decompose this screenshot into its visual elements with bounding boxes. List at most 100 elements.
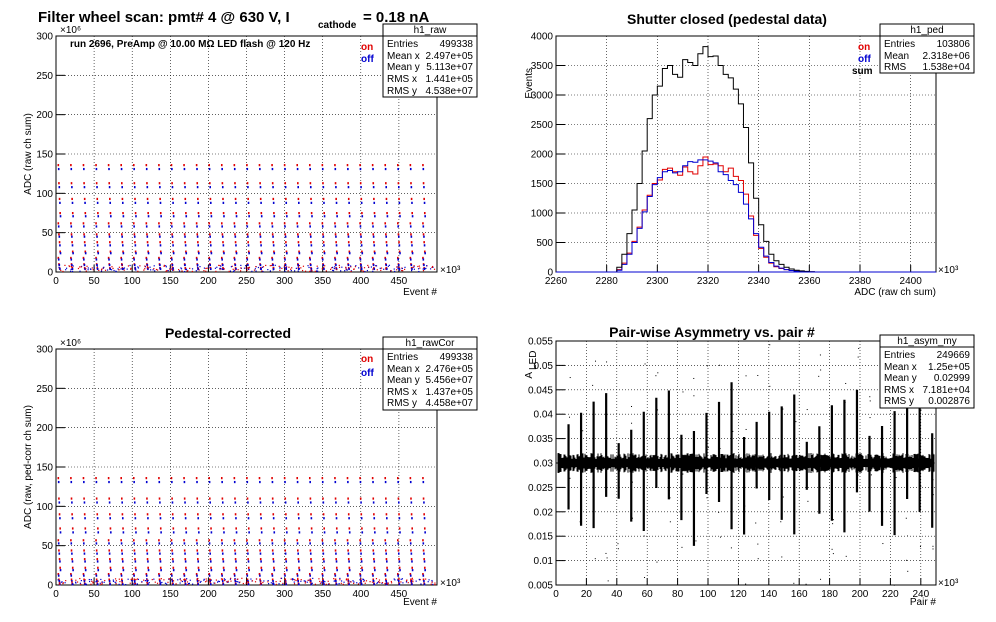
raw-on-point [184, 197, 187, 201]
cor-noise-point [324, 580, 326, 583]
cor-off-point [423, 501, 425, 504]
raw-noise-point [203, 270, 205, 272]
raw-on-point [221, 233, 224, 236]
raw-off-point [72, 215, 74, 218]
raw-off-point [71, 186, 73, 189]
cor-on-point [423, 527, 426, 530]
raw-on-point [82, 164, 85, 167]
cor-off-point [223, 531, 225, 534]
raw-on-point [386, 212, 388, 215]
raw-on-point [209, 182, 211, 185]
raw-off-point [272, 235, 274, 238]
raw-off-point [134, 244, 137, 247]
asym-outlier [907, 535, 909, 537]
cor-on-point [246, 497, 249, 500]
asym-xtick-label: 240 [912, 589, 929, 600]
raw-off-point [385, 263, 388, 267]
raw-off-point [423, 244, 426, 247]
raw-noise-point [137, 267, 140, 269]
raw-on-point [284, 233, 287, 236]
raw-on-point [285, 241, 287, 244]
cor-off-point [196, 552, 199, 555]
cor-noise-point [59, 583, 61, 585]
cor-on-point [132, 477, 135, 480]
asym-outlier [657, 372, 659, 374]
raw-on-point [184, 241, 187, 244]
raw-off-point [385, 186, 388, 189]
raw-on-point [373, 241, 375, 244]
raw-on-point [297, 197, 300, 201]
raw-off-point [348, 267, 350, 271]
cor-noise-point [350, 581, 352, 583]
raw-on-point [233, 256, 236, 260]
raw-on-point [273, 212, 275, 215]
cor-on-point [386, 566, 388, 569]
cor-off-point [411, 560, 413, 563]
raw-on-point [121, 241, 124, 244]
raw-on-point [258, 256, 261, 260]
cor-on-point [95, 477, 97, 480]
cor-noise-point [188, 582, 191, 584]
cor-off-point [83, 501, 86, 504]
raw-noise-point [291, 267, 293, 269]
cor-noise-point [425, 578, 427, 580]
raw-noise-point [273, 266, 275, 269]
cor-on-point [347, 497, 349, 500]
cor-on-point [271, 572, 273, 576]
raw-noise-point [146, 265, 149, 267]
cor-noise-point [114, 581, 116, 583]
cor-xtick-label: 50 [89, 589, 101, 600]
cor-on-point [84, 566, 87, 569]
raw-xtick-label: 400 [352, 276, 369, 287]
raw-noise-point [362, 270, 365, 272]
cor-off-point [259, 480, 261, 484]
cor-off-point [198, 569, 200, 572]
cor-noise-point [62, 582, 64, 585]
asym-outlier [618, 489, 620, 491]
raw-off-point [133, 167, 135, 171]
raw-off-point [210, 252, 213, 255]
cor-noise-point [312, 577, 314, 579]
raw-off-point [272, 263, 274, 267]
raw-off-point [310, 244, 313, 247]
ped-ytick-label: 1000 [531, 209, 554, 220]
raw-off-point [146, 263, 149, 267]
cor-on-point [285, 527, 288, 530]
cor-on-point [334, 477, 336, 480]
raw-noise-point [388, 264, 391, 266]
raw-on-point [360, 197, 363, 201]
cor-off-point [134, 560, 137, 563]
cor-off-point [96, 501, 98, 504]
raw-stat-value: 5.113e+07 [426, 62, 473, 73]
raw-off-point [108, 186, 111, 189]
ped-series-sum [611, 46, 820, 273]
raw-off-point [398, 267, 401, 271]
raw-off-point [411, 201, 413, 204]
cor-off-point [259, 574, 261, 577]
cor-noise-point [333, 578, 335, 580]
raw-noise-point [332, 269, 334, 272]
raw-off-point [83, 186, 86, 189]
raw-noise-point [65, 269, 67, 271]
raw-on-point [108, 233, 111, 236]
raw-off-point [133, 225, 135, 228]
raw-on-point [323, 212, 325, 215]
raw-off-point [109, 267, 112, 271]
raw-noise-point [380, 267, 383, 269]
raw-off-point [397, 258, 399, 261]
cor-noise-point [407, 582, 409, 584]
raw-noise-point [100, 269, 103, 271]
raw-noise-point [316, 270, 318, 272]
cor-off-point [271, 542, 274, 545]
cor-noise-point [285, 580, 287, 582]
cor-noise-point [187, 583, 190, 585]
raw-off-point [160, 252, 162, 255]
cor-off-point [70, 574, 73, 577]
cor-off-point [95, 542, 98, 545]
cor-off-point [373, 560, 376, 563]
raw-on-point [233, 222, 236, 225]
cor-noise-point [143, 579, 145, 581]
raw-off-point [372, 167, 374, 171]
cor-off-point [384, 480, 387, 484]
cor-on-point [158, 572, 160, 576]
